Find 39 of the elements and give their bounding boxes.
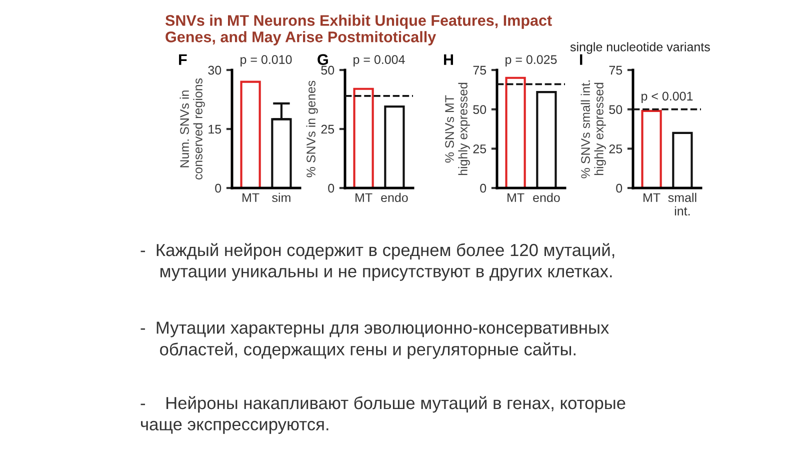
annotation: p < 0.001 — [642, 92, 693, 104]
x-tick-label: MT — [356, 193, 372, 202]
text: p = 0.004 — [354, 55, 405, 66]
y-tick-label: 15 — [208, 124, 222, 134]
x-tick-label: MT — [242, 193, 260, 202]
y-tick-label: 50 — [609, 105, 622, 114]
y-tick-label: 50 — [321, 66, 334, 75]
y-tick-label: 25 — [609, 144, 622, 154]
x-tick-label: MT — [644, 193, 660, 202]
text: p = 0.010 — [240, 55, 292, 66]
text: SNVs in MT Neurons Exhibit Unique Features, Impact Genes, and May Arise Postmitotically — [165, 14, 552, 46]
y-axis-title: % SNVs small int. highly expressed — [580, 80, 606, 178]
text: single nucleotide variants — [570, 42, 710, 54]
y-tick-label: 75 — [609, 66, 622, 75]
x-tick-label: MT — [508, 193, 524, 202]
y-axis-title: % SNVs MT highly expressed — [445, 82, 470, 176]
y-axis-title: Num. SNVs in conserved regions — [180, 78, 205, 180]
y-tick-label: 0 — [215, 184, 222, 193]
text: G — [318, 54, 328, 65]
y-tick-label: 25 — [473, 144, 486, 154]
y-axis-title: % SNVs in genes — [306, 80, 318, 178]
x-tick-label: sim — [272, 192, 290, 202]
y-tick-label: 0 — [328, 184, 334, 193]
y-tick-label: 75 — [473, 66, 486, 75]
text: - Каждый нейрон содержит в среднем более 120 мутаций, мутации уникальны и не присутствуют в других клетках. — [140, 243, 614, 281]
x-tick-label: small int. — [668, 192, 696, 216]
text: I — [580, 54, 582, 65]
text: F — [179, 54, 187, 65]
text: - Нейроны накапливают больше мутаций в генах, которые чаще экспрессируются. — [140, 396, 626, 434]
y-tick-label: 0 — [616, 184, 622, 193]
x-tick-label: endo — [533, 192, 560, 202]
y-tick-label: 30 — [208, 66, 222, 75]
text: - Мутации характерны для эволюционно-консервативных областей, содержащих гены и регуляторные сайты. — [140, 322, 609, 359]
text: p = 0.025 — [506, 55, 557, 66]
y-tick-label: 25 — [321, 124, 334, 134]
y-tick-label: 50 — [473, 105, 486, 114]
y-tick-label: 0 — [480, 184, 486, 193]
x-tick-label: endo — [381, 192, 408, 202]
text: H — [444, 54, 454, 65]
